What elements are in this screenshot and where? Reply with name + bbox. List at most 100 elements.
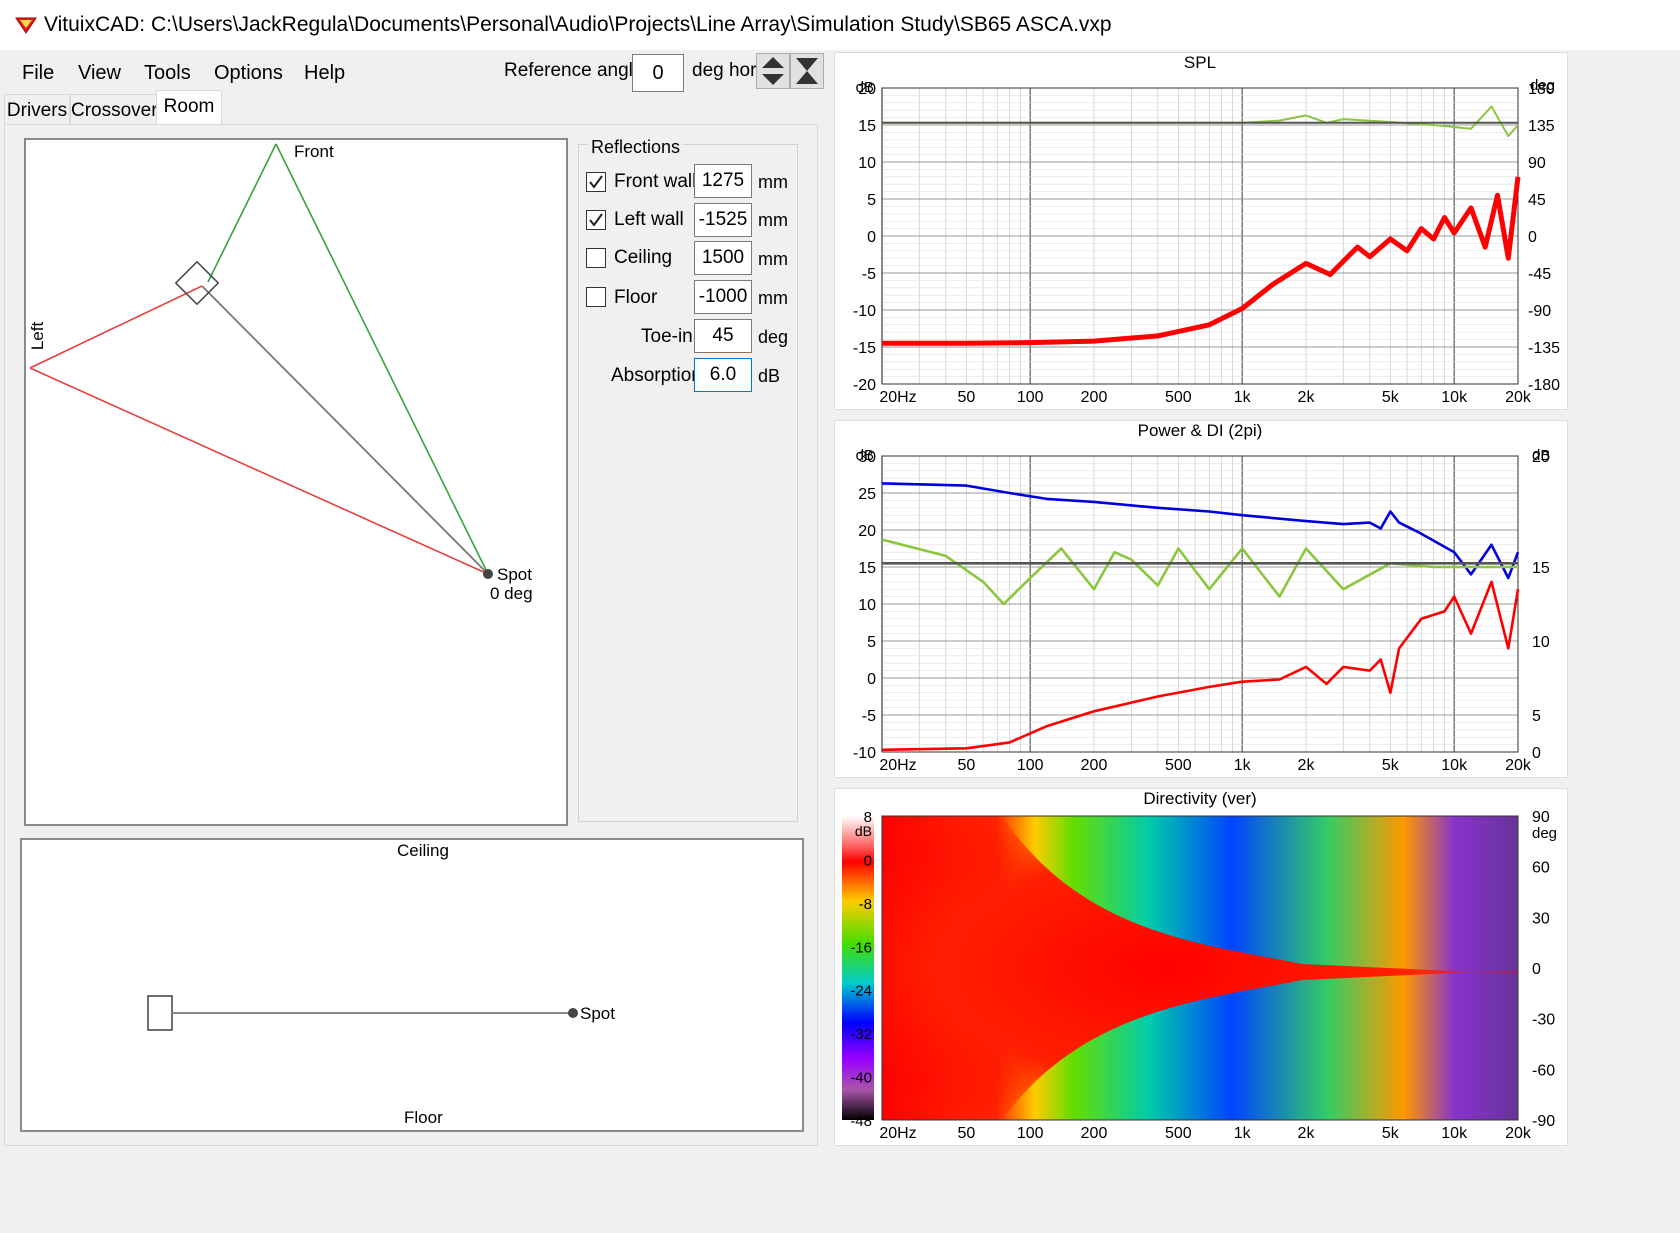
menu-view[interactable]: View	[78, 62, 121, 84]
front-wall-field[interactable]: 1275	[694, 164, 752, 198]
y-left-tick-label: -10	[853, 303, 876, 320]
x-tick-label: 1k	[1234, 1125, 1252, 1142]
x-tick-label: 20Hz	[879, 757, 916, 774]
absorption-field[interactable]: 6.0	[694, 358, 752, 392]
y-right-tick-label: 90	[1532, 809, 1550, 826]
front-wall-ray-in	[207, 143, 277, 283]
x-tick-label: 1k	[1234, 757, 1252, 774]
chart-title: SPL	[1184, 53, 1216, 72]
y-right-tick-label: 0	[1532, 961, 1541, 978]
toe-in-label: Toe-in	[641, 326, 693, 347]
floor-field[interactable]: -1000	[694, 280, 752, 314]
y-right-tick-label: 20	[1532, 449, 1550, 466]
spot-label: Spot	[497, 565, 532, 584]
colorbar-tick-label: -24	[850, 983, 872, 1000]
listening-spot-marker[interactable]	[483, 569, 493, 579]
side-spot-label: Spot	[580, 1004, 615, 1023]
colorbar-tick-label: 8	[864, 809, 872, 826]
tab-drivers[interactable]: Drivers	[4, 94, 70, 128]
room-side-view-diagram	[147, 995, 578, 1031]
y-right-tick-label: -180	[1528, 377, 1560, 394]
y-left-tick-label: 5	[867, 192, 876, 209]
front-wall-checkbox[interactable]	[586, 172, 606, 192]
tab-room[interactable]: Room	[156, 90, 222, 127]
x-tick-label: 10k	[1441, 757, 1468, 774]
x-tick-label: 100	[1017, 389, 1044, 406]
left-wall-label-text: Left wall	[614, 209, 684, 230]
x-tick-label: 10k	[1441, 1125, 1468, 1142]
room-top-view-diagram	[29, 143, 493, 579]
y-right-tick-label: 30	[1532, 910, 1550, 927]
y-right-unit: deg	[1530, 77, 1555, 94]
side-spot-marker[interactable]	[568, 1008, 578, 1018]
x-tick-label: 200	[1081, 1125, 1108, 1142]
x-tick-label: 2k	[1298, 389, 1316, 406]
speaker-box[interactable]	[174, 260, 220, 306]
left-wall-label: Left	[28, 321, 48, 351]
absorption-unit: dB	[758, 366, 781, 386]
y-left-tick-label: 20	[858, 523, 876, 540]
y-right-tick-label: -60	[1532, 1062, 1555, 1079]
menu-help[interactable]: Help	[304, 62, 346, 84]
x-tick-label: 5k	[1382, 1125, 1400, 1142]
y-left-tick-label: 25	[858, 486, 876, 503]
reference-angle-input[interactable]: 0	[632, 54, 684, 92]
y-right-tick-label: 180	[1528, 81, 1555, 98]
x-tick-label: 20k	[1505, 1125, 1532, 1142]
toe-in-unit: deg	[758, 327, 789, 347]
angle-sweep-button[interactable]	[790, 53, 824, 89]
chart-title: Directivity (ver)	[1143, 789, 1256, 808]
colorbar-tick-label: 0	[864, 852, 872, 869]
plot-frame	[881, 455, 1519, 753]
menu-file[interactable]: File	[22, 62, 55, 84]
room-top-view	[24, 138, 568, 826]
ceiling-label: Ceiling	[397, 841, 449, 860]
y-right-tick-label: 45	[1528, 192, 1546, 209]
y-left-tick-label: -15	[853, 340, 876, 357]
menu-options[interactable]: Options	[214, 62, 283, 84]
toe-in-field[interactable]: 45	[694, 319, 752, 353]
y-right-tick-label: -90	[1532, 1113, 1555, 1130]
x-tick-label: 500	[1165, 1125, 1192, 1142]
up-down-arrows-icon	[762, 57, 784, 85]
angle-step-button[interactable]	[756, 53, 790, 89]
y-right-tick-label: 15	[1532, 560, 1550, 577]
colorbar-tick-label: -32	[850, 1026, 872, 1043]
left-wall-unit: mm	[758, 210, 788, 230]
colorbar-unit: dB	[855, 823, 872, 839]
window-title: VituixCAD: C:\Users\JackRegula\Documents…	[44, 13, 1112, 36]
floor-label-text: Floor	[614, 287, 658, 308]
y-right-unit: dB	[1532, 447, 1550, 464]
y-right-tick-label: 60	[1532, 860, 1550, 877]
ceiling-field[interactable]: 1500	[694, 241, 752, 275]
power-di-chart: Power & DI (2pi)20Hz 50 100 200 500 1k 2k 5k 10k…	[853, 421, 1550, 774]
y-left-tick-label: 10	[858, 597, 876, 614]
x-tick-label: 200	[1081, 389, 1108, 406]
spl-series-line	[882, 105, 1519, 138]
y-right-unit: deg	[1532, 825, 1557, 842]
left-wall-field[interactable]: -1525	[694, 203, 752, 237]
ceiling-unit: mm	[758, 249, 788, 269]
floor-label: Floor	[404, 1108, 443, 1127]
y-right-tick-label: 0	[1528, 229, 1537, 246]
y-left-tick-label: 20	[858, 81, 876, 98]
speaker-side-box[interactable]	[147, 995, 173, 1031]
colorbar-tick-label: -8	[859, 896, 872, 913]
left-wall-checkbox[interactable]	[586, 210, 606, 230]
y-right-tick-label: 0	[1532, 745, 1541, 762]
ceiling-checkbox[interactable]	[586, 248, 606, 268]
y-left-tick-label: 15	[858, 118, 876, 135]
spl-series-line	[882, 176, 1521, 346]
title-bar	[0, 0, 1680, 50]
tab-crossover[interactable]: Crossover	[70, 94, 158, 128]
reference-angle-unit: deg hor	[692, 60, 757, 81]
power-di-series-line	[881, 482, 1520, 580]
x-tick-label: 2k	[1298, 1125, 1316, 1142]
plot-frame	[881, 815, 1519, 1121]
y-right-tick-label: 90	[1528, 155, 1546, 172]
x-tick-label: 20k	[1505, 757, 1532, 774]
floor-checkbox[interactable]	[586, 287, 606, 307]
colorbar-tick-label: -40	[850, 1070, 872, 1087]
menu-tools[interactable]: Tools	[144, 62, 191, 84]
